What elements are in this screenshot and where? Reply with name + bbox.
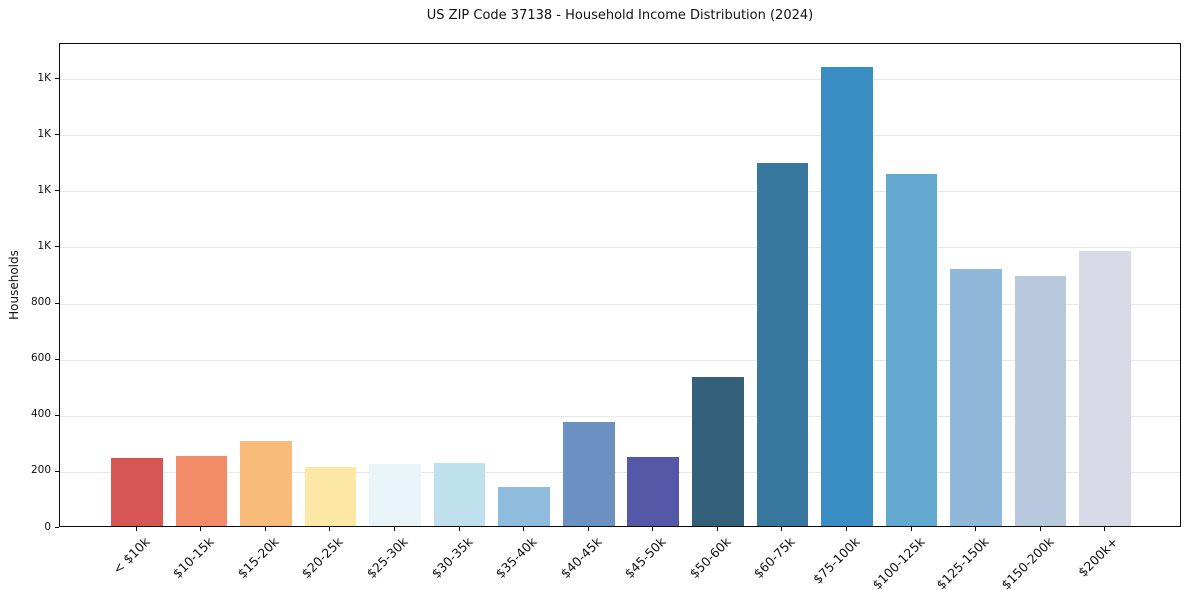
chart-title: US ZIP Code 37138 - Household Income Dis… [426, 8, 814, 23]
y-axis-tick [55, 134, 59, 136]
x-axis-tick [1039, 527, 1041, 531]
gridline [60, 79, 1180, 81]
y-axis-tick [55, 414, 59, 416]
bar-150-200k [1014, 275, 1067, 526]
x-tick-label: $75-100k [809, 534, 863, 587]
x-axis-tick [845, 527, 847, 531]
x-tick-label: $150-200k [997, 534, 1057, 590]
y-axis-tick [55, 302, 59, 304]
gridline [60, 191, 1180, 193]
bar-20-25k [304, 467, 357, 526]
x-tick-label: $50-60k [686, 534, 734, 582]
bar-10-15k [175, 455, 228, 526]
y-axis-tick [55, 358, 59, 360]
y-tick-label: 800 [30, 296, 51, 309]
bar-40-45k [562, 421, 615, 526]
y-tick-label: 600 [30, 352, 51, 365]
bar-75-100k [821, 66, 873, 526]
bar-125-150k [950, 269, 1002, 526]
x-axis-tick [716, 527, 718, 531]
y-axis-tick [55, 527, 59, 528]
bar-45-50k [627, 456, 680, 526]
x-axis-tick [1104, 527, 1106, 531]
x-tick-label: $25-30k [363, 534, 411, 582]
x-axis-tick [329, 527, 331, 531]
x-axis-tick [910, 527, 912, 531]
bar-35-40k [498, 486, 550, 526]
x-tick-label: < $10k [109, 534, 153, 577]
x-axis-tick [652, 527, 654, 531]
x-axis-tick [975, 527, 977, 531]
x-tick-label: $35-40k [492, 534, 540, 582]
y-tick-label: 1K [37, 183, 51, 196]
x-axis-tick [394, 527, 396, 531]
y-axis-tick [55, 246, 59, 248]
bar-100-125k [885, 174, 938, 526]
y-axis-label: Households [7, 250, 21, 320]
bar-15-20k [240, 440, 292, 526]
gridline [60, 303, 1180, 305]
gridline [60, 359, 1180, 361]
bar-10k [111, 457, 163, 526]
x-tick-label: $125-150k [933, 534, 992, 590]
y-tick-label: 1K [37, 127, 51, 140]
plot-area [59, 43, 1181, 527]
x-axis-tick [458, 527, 460, 531]
x-tick-label: $60-75k [750, 534, 798, 582]
y-tick-label: 200 [30, 464, 51, 477]
y-tick-label: 1K [37, 71, 51, 84]
x-axis-tick [587, 527, 589, 531]
x-axis-tick [135, 527, 137, 531]
x-axis-tick [523, 527, 525, 531]
bar-50-60k [692, 377, 744, 526]
x-tick-label: $10-15k [169, 534, 217, 582]
x-tick-label: $100-125k [868, 534, 928, 590]
x-axis-tick [264, 527, 266, 531]
bar-30-35k [433, 462, 486, 526]
x-tick-label: $20-25k [299, 534, 347, 582]
x-tick-label: $15-20k [234, 534, 282, 582]
x-tick-label: $45-50k [621, 534, 669, 582]
x-tick-label: $30-35k [428, 534, 476, 582]
y-tick-label: 0 [44, 520, 51, 533]
y-tick-label: 400 [30, 408, 51, 421]
y-axis-tick [55, 190, 59, 192]
gridline [60, 471, 1180, 473]
x-tick-label: $40-45k [557, 534, 605, 582]
bar-25-30k [369, 464, 421, 526]
gridline [60, 415, 1180, 417]
y-axis-tick [55, 470, 59, 472]
y-tick-label: 1K [37, 239, 51, 252]
y-axis-tick [55, 78, 59, 80]
bar-200k [1079, 251, 1131, 526]
x-tick-label: $200k+ [1075, 534, 1121, 580]
gridline [60, 247, 1180, 249]
x-axis-tick [200, 527, 202, 531]
gridline [60, 135, 1180, 137]
bar-60-75k [756, 163, 809, 526]
x-axis-tick [781, 527, 783, 531]
